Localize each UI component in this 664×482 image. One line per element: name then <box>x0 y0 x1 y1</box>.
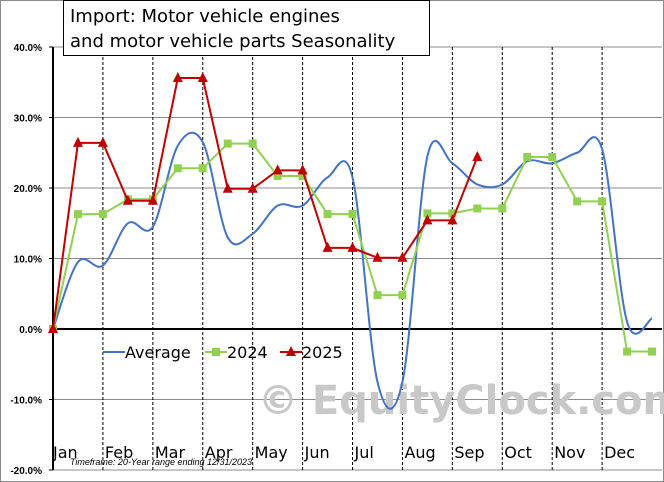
data-point-square <box>423 209 432 218</box>
legend-label: Average <box>125 343 191 362</box>
data-point-square <box>223 139 232 148</box>
data-point-triangle <box>322 241 333 252</box>
legend: Average 2024 2025 <box>103 343 343 362</box>
data-point-square <box>448 209 457 218</box>
month-label: Aug <box>404 443 435 462</box>
month-label: Nov <box>554 443 585 462</box>
data-point-triangle <box>247 182 258 193</box>
month-label: Feb <box>105 443 133 462</box>
average-line <box>52 131 653 410</box>
data-point-square <box>573 197 582 206</box>
data-point-triangle <box>372 251 383 262</box>
title-line-2: and motor vehicle parts Seasonality <box>70 31 396 52</box>
data-point-triangle <box>48 323 58 333</box>
month-label: Jun <box>304 443 330 462</box>
data-point-square <box>648 347 657 356</box>
data-point-square <box>498 204 507 213</box>
data-point-triangle <box>172 72 183 83</box>
y-tick-label: 30.0% <box>14 114 42 125</box>
month-label: Apr <box>205 443 233 462</box>
data-point-triangle <box>122 194 133 205</box>
month-label: Dec <box>604 443 635 462</box>
y-tick-label: 0.0% <box>19 325 42 336</box>
data-point-square <box>623 347 632 356</box>
month-label: Jul <box>354 443 374 462</box>
series-2025 <box>48 72 483 333</box>
data-point-triangle <box>397 251 408 262</box>
y-tick-label: -20.0% <box>10 466 42 477</box>
data-point-square <box>298 172 307 181</box>
data-point-triangle <box>97 136 108 147</box>
title-line-1: Import: Motor vehicle engines <box>70 6 340 27</box>
data-point-triangle <box>472 150 483 161</box>
data-point-square <box>348 210 357 219</box>
y-tick-label: 40.0% <box>14 43 42 54</box>
y-tick-label: 20.0% <box>14 184 42 195</box>
data-point-square <box>173 164 182 173</box>
data-point-triangle <box>272 164 283 175</box>
data-point-triangle <box>347 241 358 252</box>
month-label: Sep <box>454 443 484 462</box>
watermark: © EquityClock.com <box>258 378 664 424</box>
data-point-triangle <box>222 182 233 193</box>
legend-label: 2024 <box>227 343 268 362</box>
data-point-square <box>373 291 382 300</box>
data-point-square <box>273 172 282 181</box>
data-point-square <box>73 210 82 219</box>
data-point-square <box>323 210 332 219</box>
data-point-square <box>98 210 107 219</box>
data-point-square <box>398 291 407 300</box>
series-average <box>52 131 653 410</box>
y-tick-label: -10.0% <box>10 396 42 407</box>
data-point-square <box>248 139 257 148</box>
month-label: May <box>255 443 288 462</box>
series-line-2025 <box>52 77 479 330</box>
month-label: Oct <box>504 443 532 462</box>
legend-label: 2025 <box>302 343 343 362</box>
y-tick-label: 10.0% <box>14 255 42 266</box>
data-point-triangle <box>147 194 158 205</box>
month-label: Mar <box>155 443 186 462</box>
month-label: Jan <box>52 443 78 462</box>
timeframe-note: Timeframe: 20-Year range ending 12/31/20… <box>70 457 252 467</box>
chart-title: Import: Motor vehicle engines and motor … <box>63 0 430 56</box>
data-point-square <box>198 164 207 173</box>
data-point-square <box>523 152 532 161</box>
data-point-triangle <box>197 72 208 83</box>
data-point-triangle <box>297 164 308 175</box>
data-point-square <box>548 152 557 161</box>
legend-marker-triangle <box>286 346 296 356</box>
data-point-square <box>598 197 607 206</box>
data-point-triangle <box>72 136 83 147</box>
data-point-triangle <box>422 214 433 225</box>
legend-marker-square <box>212 348 220 356</box>
data-point-square <box>473 204 482 213</box>
data-point-triangle <box>447 214 458 225</box>
